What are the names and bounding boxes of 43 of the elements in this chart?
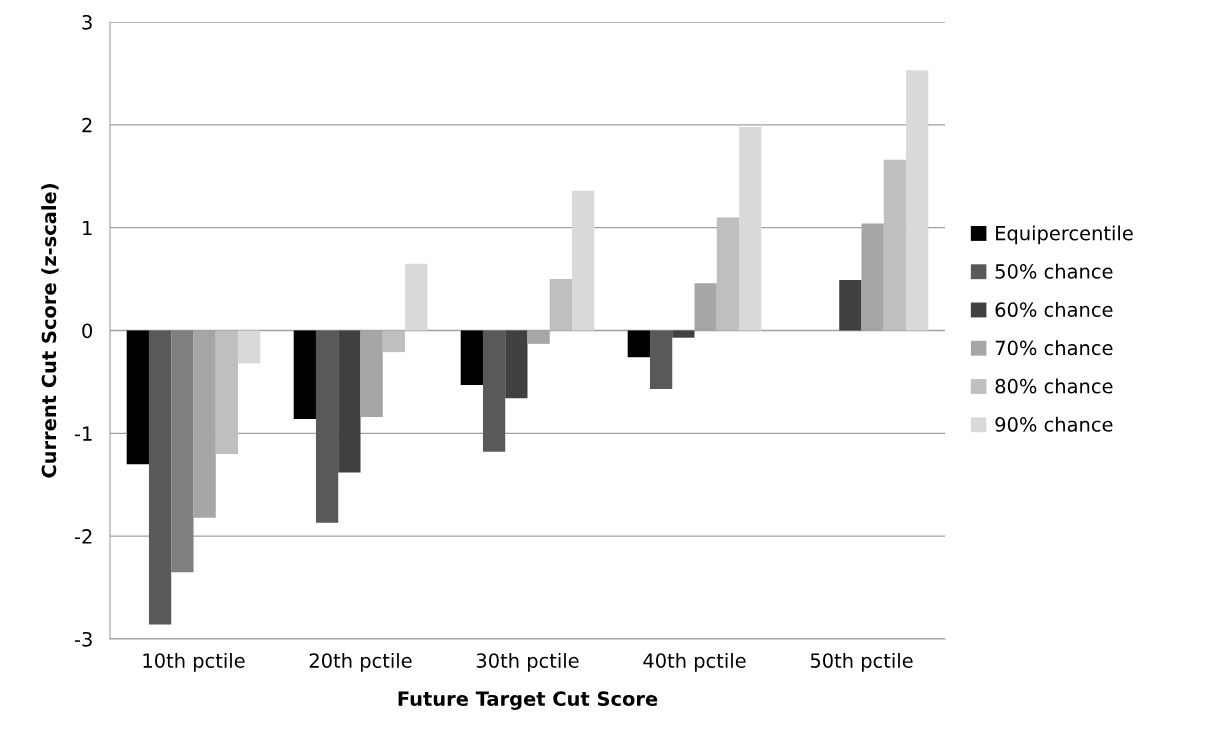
bar (549, 279, 573, 331)
x-axis-title: Future Target Cut Score (398, 691, 658, 710)
bar (405, 263, 428, 331)
legend-label: 50% chance (995, 263, 1113, 279)
y-tick-label: 1 (83, 220, 92, 236)
bar (382, 330, 406, 353)
bar (148, 330, 172, 625)
bar (338, 330, 361, 473)
bar (171, 330, 194, 573)
y-tick-label: 3 (82, 14, 92, 30)
x-tick-label: 30th pctile (476, 652, 579, 672)
bar (572, 190, 595, 331)
legend-label: 80% chance (995, 378, 1113, 394)
bar (716, 217, 740, 331)
bar (649, 330, 673, 390)
x-tick-label: 20th pctile (309, 652, 412, 672)
bar (627, 330, 650, 358)
legend-label: 90% chance (995, 416, 1113, 432)
bar (126, 330, 149, 465)
legend-label: 70% chance (995, 340, 1113, 356)
bar (215, 330, 239, 454)
bar (839, 280, 862, 331)
x-tick-label: 10th pctile (143, 652, 245, 672)
bar (672, 330, 695, 338)
y-tick-label: 2 (82, 117, 92, 133)
bar (906, 70, 929, 331)
x-tick-label: 50th pctile (810, 652, 913, 672)
bar (315, 330, 339, 523)
bar (482, 330, 506, 452)
bar (460, 330, 483, 385)
x-tick-label: 40th pctile (643, 652, 746, 672)
y-tick-label: -1 (74, 426, 92, 441)
bar (238, 330, 261, 364)
legend-label: Equipercentile (996, 225, 1133, 245)
y-tick-label: -3 (74, 631, 92, 647)
bar (739, 126, 762, 331)
legend-label: 60% chance (995, 301, 1113, 318)
bar (883, 159, 907, 331)
y-tick-label: -2 (74, 529, 92, 544)
bar (505, 330, 528, 399)
bar (293, 330, 316, 419)
y-tick-label: 0 (82, 323, 93, 339)
y-axis-title: Current Cut Score (z-scale) (41, 184, 59, 478)
